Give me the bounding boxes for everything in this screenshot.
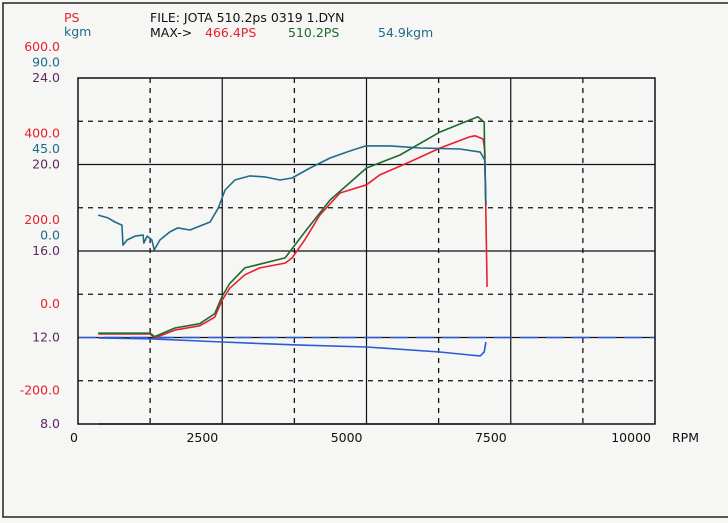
kgm-unit-label: kgm [64, 24, 91, 39]
ps-tick-label: 400.0 [24, 126, 60, 141]
aux-tick-label: 12.0 [32, 330, 60, 345]
aux-tick-label: 24.0 [32, 70, 60, 85]
x-tick-label: 7500 [475, 430, 507, 445]
max-ps-green: 510.2PS [288, 25, 339, 40]
kgm-tick-label: 45.0 [32, 141, 60, 156]
axis-ticks: 0 2500 5000 7500 10000 600.090.024.0 400.045.0… [20, 39, 651, 445]
series-torque [97, 145, 487, 251]
ps-tick-label: -200.0 [20, 383, 60, 398]
series-aux-blue [98, 337, 487, 357]
file-label: FILE: JOTA 510.2ps 0319 1.DYN [150, 10, 344, 25]
plot-frame [77, 77, 656, 425]
max-label: MAX-> [150, 25, 192, 40]
kgm-tick-label: 90.0 [32, 55, 60, 70]
x-axis-label: RPM [672, 430, 699, 445]
x-tick-label: 10000 [611, 430, 651, 445]
aux-tick-label: 16.0 [32, 243, 60, 258]
kgm-tick-label: 0.0 [40, 228, 60, 243]
ps-tick-label: 600.0 [24, 39, 60, 54]
ps-tick-label: 0.0 [40, 296, 60, 311]
ps-tick-label: 200.0 [24, 212, 60, 227]
aux-tick-label: 8.0 [40, 416, 60, 431]
x-tick-label: 2500 [186, 430, 218, 445]
ps-unit-label: PS [64, 10, 80, 25]
aux-tick-label: 20.0 [32, 157, 60, 172]
series-power-green [98, 116, 487, 338]
max-kgm: 54.9kgm [378, 25, 433, 40]
max-ps-red: 466.4PS [205, 25, 256, 40]
grid [78, 78, 655, 424]
series-power-red [98, 135, 488, 339]
x-tick-label: 0 [70, 430, 78, 445]
x-tick-label: 5000 [331, 430, 363, 445]
